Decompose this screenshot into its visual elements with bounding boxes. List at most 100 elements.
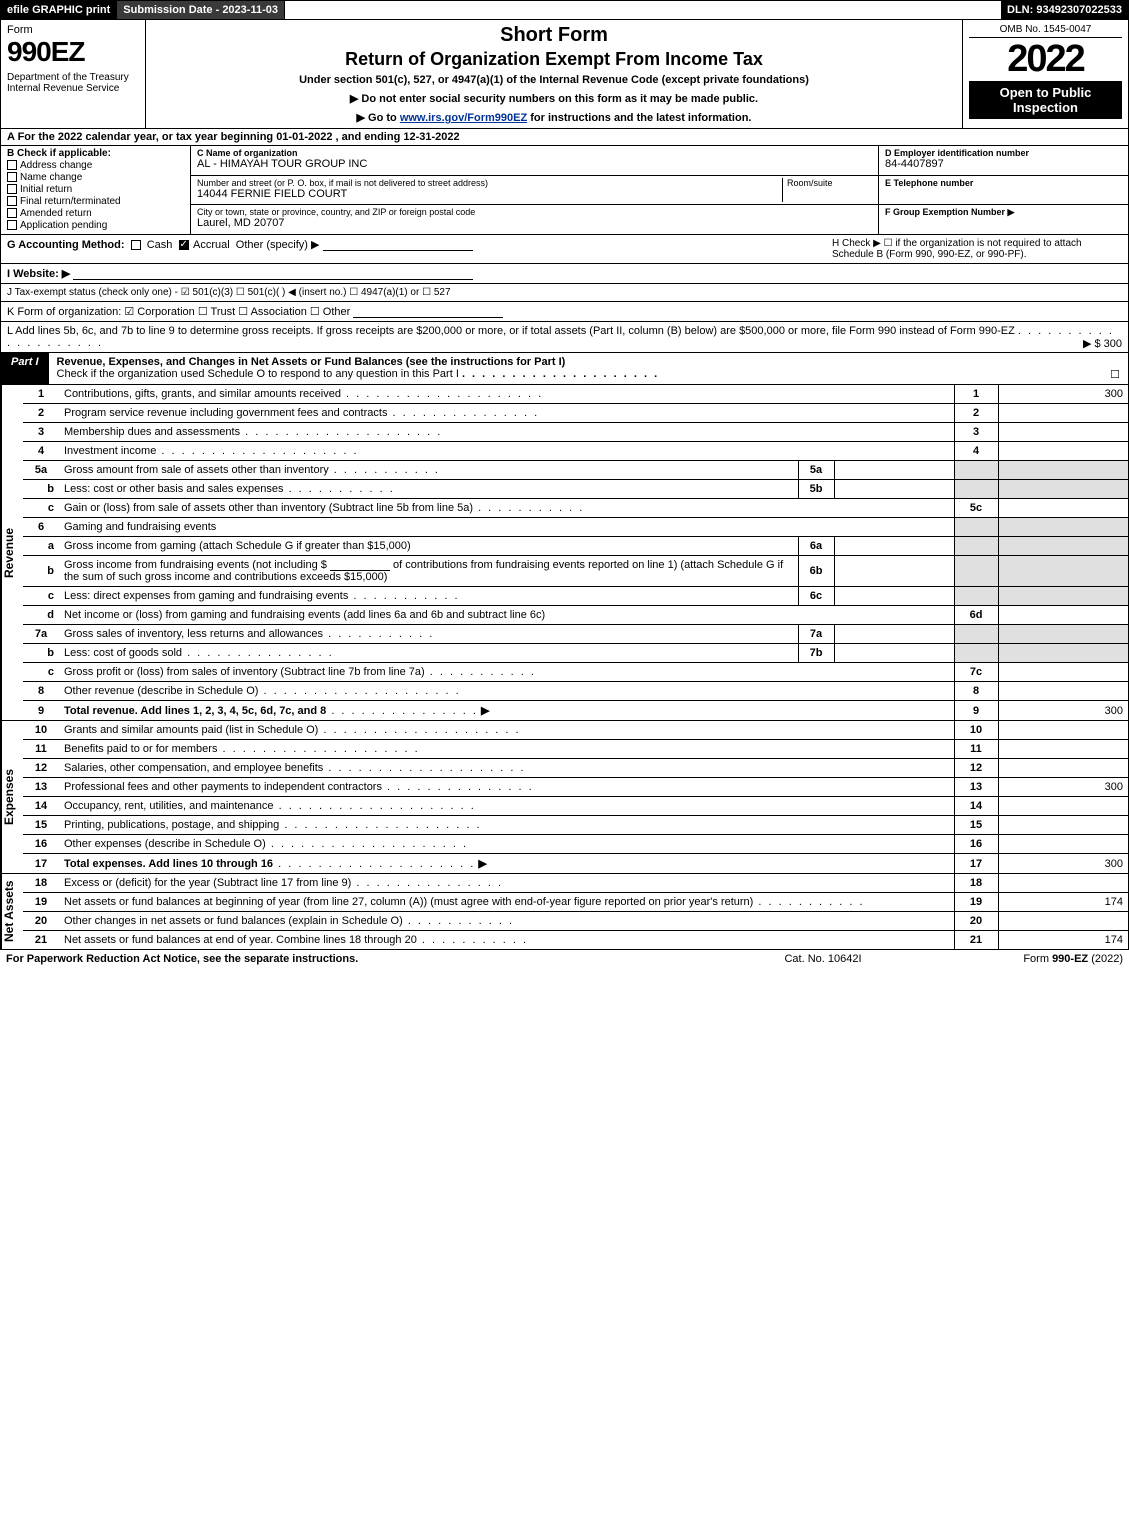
- org-street-cell: Number and street (or P. O. box, if mail…: [191, 176, 878, 206]
- footer-left: For Paperwork Reduction Act Notice, see …: [6, 953, 723, 965]
- k-other-blank: [353, 306, 503, 318]
- line-6d: d Net income or (loss) from gaming and f…: [23, 606, 1128, 625]
- department: Department of the Treasury Internal Reve…: [7, 72, 139, 94]
- part-1-tab: Part I: [1, 353, 49, 384]
- cb-final-return[interactable]: Final return/terminated: [7, 196, 184, 207]
- arrow-icon: ▶: [481, 705, 489, 717]
- group-exemption-cell: F Group Exemption Number ▶: [879, 205, 1128, 234]
- form-header: Form 990EZ Department of the Treasury In…: [0, 20, 1129, 129]
- room-label: Room/suite: [787, 178, 872, 188]
- header-center: Short Form Return of Organization Exempt…: [146, 20, 963, 128]
- line-20: 20 Other changes in net assets or fund b…: [23, 912, 1128, 931]
- line-6b: b Gross income from fundraising events (…: [23, 556, 1128, 587]
- street-label: Number and street (or P. O. box, if mail…: [197, 178, 782, 188]
- title-short-form: Short Form: [154, 24, 954, 47]
- org-right-column: D Employer identification number 84-4407…: [878, 146, 1128, 234]
- section-g: G Accounting Method: Cash Accrual Other …: [7, 238, 824, 260]
- line-13: 13 Professional fees and other payments …: [23, 778, 1128, 797]
- phone-cell: E Telephone number: [879, 176, 1128, 206]
- form-number: 990EZ: [7, 36, 139, 68]
- cb-name-change[interactable]: Name change: [7, 172, 184, 183]
- city-value: Laurel, MD 20707: [197, 217, 872, 229]
- i-label: I Website: ▶: [7, 268, 70, 280]
- part-1-title: Revenue, Expenses, and Changes in Net As…: [49, 353, 1128, 384]
- line-18: 18 Excess or (deficit) for the year (Sub…: [23, 874, 1128, 893]
- part1-checkbox[interactable]: ☐: [1110, 368, 1120, 381]
- cb-initial-return[interactable]: Initial return: [7, 184, 184, 195]
- open-to-public: Open to Public Inspection: [969, 81, 1122, 119]
- line-12: 12 Salaries, other compensation, and emp…: [23, 759, 1128, 778]
- section-a-calendar-year: A For the 2022 calendar year, or tax yea…: [0, 129, 1129, 146]
- line-9: 9 Total revenue. Add lines 1, 2, 3, 4, 5…: [23, 701, 1128, 721]
- f-label: F Group Exemption Number ▶: [885, 207, 1014, 217]
- footer-right: Form 990-EZ (2022): [923, 953, 1123, 965]
- line-6: 6 Gaming and fundraising events: [23, 518, 1128, 537]
- org-name: AL - HIMAYAH TOUR GROUP INC: [197, 158, 872, 170]
- row-i: I Website: ▶: [0, 264, 1129, 284]
- line-6a: a Gross income from gaming (attach Sched…: [23, 537, 1128, 556]
- section-b-header: B Check if applicable:: [7, 148, 184, 159]
- row-l: L Add lines 5b, 6c, and 7b to line 9 to …: [0, 322, 1129, 353]
- instruction-2: ▶ Go to www.irs.gov/Form990EZ for instru…: [154, 111, 954, 124]
- g-label: G Accounting Method:: [7, 239, 125, 251]
- section-i: I Website: ▶: [7, 267, 1122, 280]
- org-city-cell: City or town, state or province, country…: [191, 205, 878, 234]
- cb-address-change[interactable]: Address change: [7, 160, 184, 171]
- other-blank: [323, 239, 473, 251]
- line-6c: c Less: direct expenses from gaming and …: [23, 587, 1128, 606]
- omb-number: OMB No. 1545-0047: [969, 24, 1122, 38]
- section-h: H Check ▶ ☐ if the organization is not r…: [832, 238, 1122, 260]
- header-left: Form 990EZ Department of the Treasury In…: [1, 20, 146, 128]
- topbar-spacer: [285, 1, 1001, 19]
- org-name-cell: C Name of organization AL - HIMAYAH TOUR…: [191, 146, 878, 176]
- title-return: Return of Organization Exempt From Incom…: [154, 49, 954, 70]
- line-4: 4 Investment income 4: [23, 442, 1128, 461]
- l-amount: ▶ $ 300: [1083, 337, 1122, 350]
- submission-date: Submission Date - 2023-11-03: [117, 1, 285, 19]
- e-label: E Telephone number: [885, 178, 973, 188]
- page-footer: For Paperwork Reduction Act Notice, see …: [0, 950, 1129, 968]
- line-14: 14 Occupancy, rent, utilities, and maint…: [23, 797, 1128, 816]
- form-label: Form: [7, 24, 139, 36]
- row-g-h: G Accounting Method: Cash Accrual Other …: [0, 235, 1129, 264]
- city-label: City or town, state or province, country…: [197, 207, 872, 217]
- vlabel-expenses: Expenses: [1, 721, 23, 873]
- line-19: 19 Net assets or fund balances at beginn…: [23, 893, 1128, 912]
- line-8: 8 Other revenue (describe in Schedule O)…: [23, 682, 1128, 701]
- line-15: 15 Printing, publications, postage, and …: [23, 816, 1128, 835]
- cb-application-pending[interactable]: Application pending: [7, 220, 184, 231]
- tax-year: 2022: [969, 38, 1122, 81]
- line-7b: b Less: cost of goods sold 7b: [23, 644, 1128, 663]
- cb-accrual-checked[interactable]: [179, 240, 189, 250]
- line-7a: 7a Gross sales of inventory, less return…: [23, 625, 1128, 644]
- top-bar: efile GRAPHIC print Submission Date - 20…: [0, 0, 1129, 20]
- section-b-checkboxes: B Check if applicable: Address change Na…: [1, 146, 191, 234]
- irs-link[interactable]: www.irs.gov/Form990EZ: [400, 112, 527, 124]
- cb-cash[interactable]: [131, 240, 141, 250]
- line-1: 1 Contributions, gifts, grants, and simi…: [23, 385, 1128, 404]
- row-k: K Form of organization: ☑ Corporation ☐ …: [0, 302, 1129, 322]
- instruction-1: ▶ Do not enter social security numbers o…: [154, 92, 954, 105]
- line-5c: c Gain or (loss) from sale of assets oth…: [23, 499, 1128, 518]
- line-17: 17 Total expenses. Add lines 10 through …: [23, 854, 1128, 874]
- net-assets-table: 18 Excess or (deficit) for the year (Sub…: [23, 874, 1128, 949]
- net-assets-section: Net Assets 18 Excess or (deficit) for th…: [0, 874, 1129, 950]
- line-7c: c Gross profit or (loss) from sales of i…: [23, 663, 1128, 682]
- line-10: 10 Grants and similar amounts paid (list…: [23, 721, 1128, 740]
- header-right: OMB No. 1545-0047 2022 Open to Public In…: [963, 20, 1128, 128]
- ein-value: 84-4407897: [885, 158, 1122, 170]
- vlabel-net-assets: Net Assets: [1, 874, 23, 949]
- section-j: J Tax-exempt status (check only one) - ☑…: [7, 287, 1122, 298]
- ein-cell: D Employer identification number 84-4407…: [879, 146, 1128, 176]
- line-11: 11 Benefits paid to or for members 11: [23, 740, 1128, 759]
- street-value: 14044 FERNIE FIELD COURT: [197, 188, 782, 200]
- line-16: 16 Other expenses (describe in Schedule …: [23, 835, 1128, 854]
- part-1-header: Part I Revenue, Expenses, and Changes in…: [0, 353, 1129, 385]
- row-j: J Tax-exempt status (check only one) - ☑…: [0, 284, 1129, 302]
- revenue-table: 1 Contributions, gifts, grants, and simi…: [23, 385, 1128, 720]
- efile-label[interactable]: efile GRAPHIC print: [1, 1, 117, 19]
- cb-amended-return[interactable]: Amended return: [7, 208, 184, 219]
- website-blank: [73, 268, 473, 280]
- expenses-section: Expenses 10 Grants and similar amounts p…: [0, 721, 1129, 874]
- section-l: L Add lines 5b, 6c, and 7b to line 9 to …: [7, 325, 1015, 337]
